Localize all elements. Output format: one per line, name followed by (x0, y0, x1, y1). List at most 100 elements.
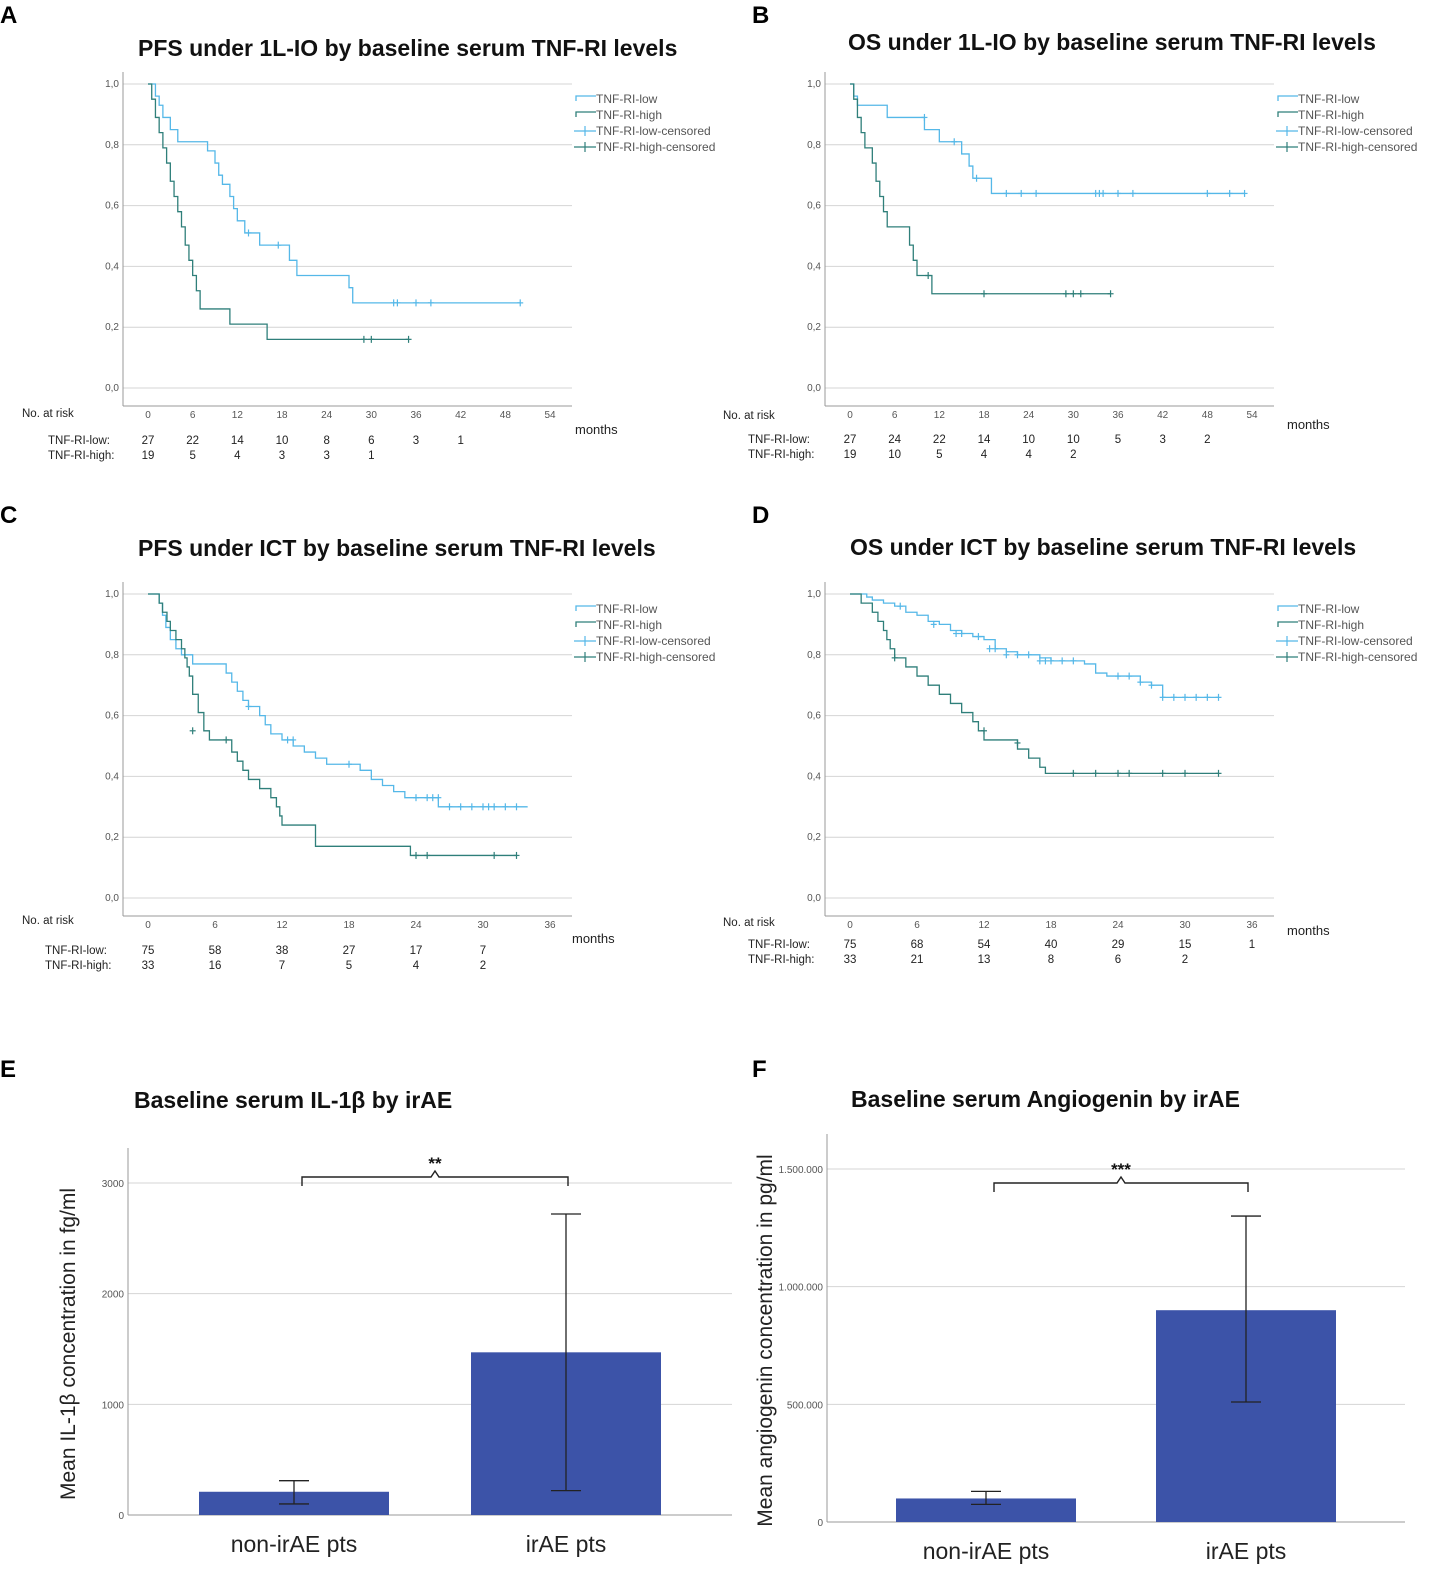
censor-mark (245, 229, 252, 237)
censor-mark (468, 803, 475, 811)
x-tick-label: 6 (892, 410, 898, 421)
censor-mark (1215, 769, 1222, 777)
y-tick-label: 0,2 (807, 832, 821, 843)
legend-entry: TNF-RI-low-censored (1276, 124, 1413, 138)
legend-entry: TNF-RI-high (575, 108, 662, 122)
risk-count: 1 (1249, 939, 1255, 951)
risk-count: 3 (1159, 434, 1165, 446)
censor-mark (925, 272, 932, 280)
legend-label: TNF-RI-high-censored (1298, 650, 1417, 664)
legend-label: TNF-RI-high (1298, 108, 1364, 122)
censor-mark (951, 138, 958, 146)
x-tick-label: 24 (410, 920, 422, 931)
risk-row-label: TNF-RI-high: (748, 954, 814, 966)
x-axis-label: months (575, 422, 618, 437)
legend-label: TNF-RI-high-censored (1298, 140, 1417, 154)
risk-table-header: No. at risk (723, 410, 775, 422)
risk-count: 13 (978, 954, 991, 966)
risk-count: 14 (978, 434, 991, 446)
chart-title: PFS under ICT by baseline serum TNF-RI l… (138, 535, 656, 561)
y-tick-label: 1,0 (807, 79, 821, 90)
y-tick-label: 0,2 (807, 322, 821, 333)
y-tick-label: 0,4 (807, 771, 821, 782)
censor-mark (429, 794, 436, 802)
x-axis-label: months (572, 931, 615, 946)
km-plot-d: 1,00,80,60,40,20,00 6 12 18 24 30 36TNF-RI-low… (723, 582, 1417, 966)
censor-mark (1126, 672, 1133, 680)
legend-swatch (575, 95, 596, 101)
y-tick-label: 1,0 (807, 589, 821, 600)
risk-count: 15 (1179, 939, 1192, 951)
censor-mark (1115, 769, 1121, 777)
censor-mark (1036, 657, 1043, 665)
censor-mark (1107, 290, 1114, 298)
x-tick-label: 0 (847, 920, 853, 931)
risk-count: 5 (189, 450, 195, 462)
x-tick-label: 18 (1045, 920, 1057, 931)
series-line-low (850, 83, 1245, 195)
y-tick-label: 0,2 (105, 322, 119, 333)
x-tick-label: 12 (978, 920, 990, 931)
censor-mark (405, 335, 412, 343)
x-tick-label: 12 (934, 410, 946, 421)
x-tick-label: 42 (455, 410, 467, 421)
censor-mark (413, 851, 419, 859)
x-tick-label: 30 (1068, 410, 1080, 421)
risk-row-label: TNF-RI-low: (748, 434, 810, 446)
risk-count: 5 (936, 449, 942, 461)
censor-mark (1003, 189, 1010, 197)
risk-row-label: TNF-RI-high: (48, 450, 114, 462)
panel-label: E (0, 1056, 17, 1083)
risk-count: 2 (480, 960, 486, 972)
risk-count: 5 (346, 960, 352, 972)
risk-count: 7 (279, 960, 285, 972)
censor-mark (1226, 189, 1233, 197)
censor-mark (953, 630, 960, 638)
risk-count: 33 (844, 954, 857, 966)
panel-e: E Baseline serum IL-1β by irAE 0 1000 2000… (0, 1050, 740, 1578)
censor-mark (368, 335, 375, 343)
y-tick-label: 0,8 (807, 140, 821, 151)
risk-count: 3 (279, 450, 285, 462)
x-tick-label: 30 (366, 410, 378, 421)
censor-mark (1070, 769, 1077, 777)
legend-entry: TNF-RI-low-censored (1276, 634, 1413, 648)
chart-title: PFS under 1L-IO by baseline serum TNF-RI… (138, 35, 678, 61)
censor-mark (513, 851, 520, 859)
risk-table-header: No. at risk (22, 408, 74, 420)
censor-mark (1033, 189, 1040, 197)
legend-label: TNF-RI-low-censored (596, 124, 711, 138)
risk-count: 6 (1115, 954, 1121, 966)
censor-mark (986, 645, 993, 653)
x-tick-label: 18 (978, 410, 990, 421)
legend-label: TNF-RI-high-censored (596, 650, 715, 664)
censor-mark (1241, 189, 1248, 197)
risk-count: 22 (186, 435, 199, 447)
risk-count: 10 (276, 435, 289, 447)
censor-mark (1014, 651, 1021, 659)
y-tick-label: 0,2 (105, 832, 119, 843)
risk-count: 19 (142, 450, 155, 462)
legend-entry: TNF-RI-high (1277, 618, 1364, 632)
category-label: irAE pts (526, 1531, 607, 1557)
risk-count: 38 (276, 945, 289, 957)
censor-mark (1115, 189, 1121, 197)
series-line-high (850, 83, 1111, 295)
y-tick-label: 1000 (102, 1400, 125, 1411)
censor-mark (1062, 290, 1069, 298)
censor-mark (921, 113, 928, 121)
significance-marker: ** (428, 1154, 442, 1173)
legend-swatch (1277, 605, 1298, 611)
censor-mark (1077, 290, 1084, 298)
legend-label: TNF-RI-high (1298, 618, 1364, 632)
x-tick-label: 30 (1179, 920, 1191, 931)
censor-mark (427, 299, 434, 307)
panel-label: C (0, 502, 18, 529)
y-tick-label: 0,6 (105, 201, 119, 212)
censor-mark (1059, 657, 1066, 665)
risk-count: 8 (323, 435, 329, 447)
y-tick-label: 1,0 (105, 79, 119, 90)
censor-mark (1048, 657, 1054, 665)
censor-mark (1003, 651, 1010, 659)
censor-mark (981, 290, 987, 298)
